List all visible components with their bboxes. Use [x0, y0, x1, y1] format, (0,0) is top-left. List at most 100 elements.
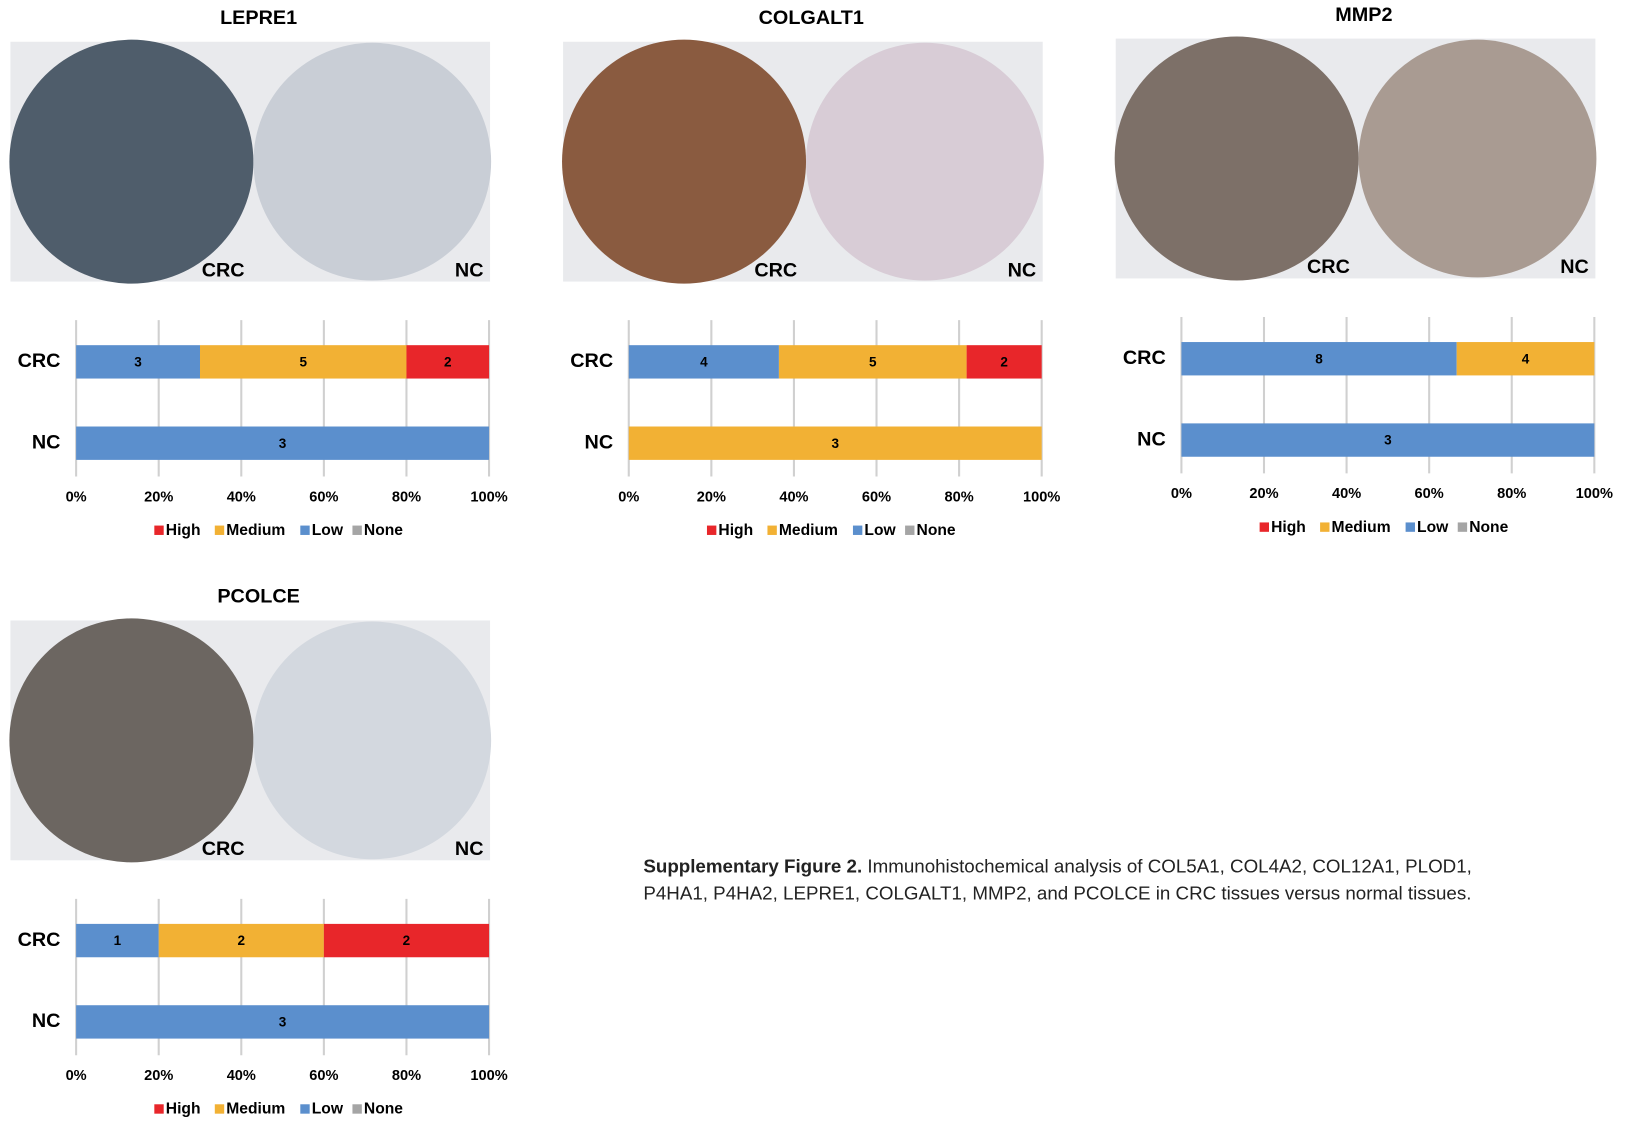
legend-swatch	[300, 526, 309, 535]
legend-label: Low	[1417, 519, 1449, 536]
x-tick-label: 40%	[1332, 486, 1361, 502]
image-label: CRC	[202, 838, 245, 860]
histology-image: CRCNC	[562, 40, 1044, 284]
tissue-core	[1359, 40, 1597, 278]
y-tick-label: CRC	[1123, 347, 1166, 369]
y-tick-label: CRC	[18, 929, 61, 951]
data-label: 3	[1384, 433, 1392, 448]
tissue-core	[806, 43, 1044, 281]
tissue-core	[253, 43, 491, 281]
caption-line: Supplementary Figure 2. Immunohistochemi…	[643, 856, 1471, 877]
legend-swatch	[707, 526, 716, 535]
legend-swatch	[1320, 522, 1329, 531]
histology-image: CRC NC	[9, 40, 491, 284]
chart-panel: PCOLCECRCNC0%20%40%60%80%100%CRC122NC3Hi…	[9, 586, 507, 1118]
image-label: CRC	[202, 259, 245, 281]
image-label: CRC	[754, 259, 797, 281]
data-label: 3	[279, 1015, 287, 1030]
data-label: 3	[831, 436, 839, 451]
data-label: 3	[279, 436, 287, 451]
image-label: NC	[455, 838, 484, 860]
x-tick-label: 80%	[392, 489, 421, 505]
image-label: NC	[1560, 256, 1589, 278]
data-label: 5	[869, 354, 877, 369]
data-label: 5	[299, 354, 307, 369]
data-label: 8	[1315, 351, 1323, 366]
y-tick-label: NC	[585, 431, 614, 453]
figure: Supplementary Figure 2. Immunohistochemi…	[0, 0, 1635, 1121]
legend-swatch	[352, 1104, 361, 1113]
data-label: 4	[1522, 351, 1530, 366]
x-tick-label: 0%	[1171, 486, 1192, 502]
caption-line: P4HA1, P4HA2, LEPRE1, COLGALT1, MMP2, an…	[643, 883, 1471, 904]
data-label: 1	[114, 933, 122, 948]
legend-label: None	[364, 522, 403, 539]
tissue-core	[562, 40, 806, 284]
data-label: 2	[238, 933, 246, 948]
legend-label: Low	[864, 522, 896, 539]
legend-swatch	[215, 1104, 224, 1113]
x-tick-label: 40%	[227, 489, 256, 505]
legend-label: High	[718, 522, 753, 539]
x-tick-label: 100%	[1576, 486, 1613, 502]
tissue-core	[253, 621, 491, 859]
legend-swatch	[300, 1104, 309, 1113]
legend-label: None	[1469, 519, 1508, 536]
data-label: 2	[403, 933, 411, 948]
legend-swatch	[1260, 522, 1269, 531]
caption-label: Supplementary Figure 2.	[643, 856, 862, 877]
x-tick-label: 20%	[697, 489, 726, 505]
x-tick-label: 0%	[66, 1068, 87, 1084]
legend-label: None	[917, 522, 956, 539]
x-tick-label: 0%	[66, 489, 87, 505]
chart-title: COLGALT1	[759, 7, 864, 29]
data-label: 2	[444, 354, 452, 369]
legend-label: Medium	[226, 522, 285, 539]
x-tick-label: 40%	[779, 489, 808, 505]
legend-swatch	[154, 1104, 163, 1113]
chart-title: LEPRE1	[220, 7, 297, 29]
legend-label: Low	[312, 1101, 344, 1118]
chart-title: MMP2	[1335, 4, 1392, 26]
x-tick-label: 20%	[1249, 486, 1278, 502]
x-tick-label: 80%	[1497, 486, 1526, 502]
data-label: 2	[1000, 354, 1008, 369]
legend-swatch	[154, 526, 163, 535]
y-tick-label: NC	[1137, 428, 1166, 450]
tissue-core	[1115, 37, 1359, 281]
legend-swatch	[352, 526, 361, 535]
data-label: 3	[134, 354, 142, 369]
legend-swatch	[1406, 522, 1415, 531]
x-tick-label: 60%	[1415, 486, 1444, 502]
x-tick-label: 20%	[144, 1068, 173, 1084]
y-tick-label: NC	[32, 431, 61, 453]
caption-text: Immunohistochemical analysis of COL5A1, …	[867, 856, 1471, 877]
tissue-core	[9, 40, 253, 284]
x-tick-label: 100%	[1023, 489, 1060, 505]
tissue-core	[9, 618, 253, 862]
x-tick-label: 100%	[470, 1068, 507, 1084]
chart-panel: LEPRE1 CRC NC 0% 20% 40% 60% 80% 100% CRC 3 5 2 NC 3 Hi…	[9, 7, 507, 539]
x-tick-label: 40%	[227, 1068, 256, 1084]
y-tick-label: NC	[32, 1010, 61, 1032]
y-tick-label: CRC	[18, 350, 61, 372]
image-label: NC	[455, 259, 484, 281]
y-tick-label: CRC	[570, 350, 613, 372]
legend-swatch	[1458, 522, 1467, 531]
x-tick-label: 80%	[945, 489, 974, 505]
x-tick-label: 100%	[470, 489, 507, 505]
legend-label: High	[166, 522, 201, 539]
histology-image: CRC NC	[1115, 37, 1597, 281]
image-label: CRC	[1307, 256, 1350, 278]
x-tick-label: 60%	[862, 489, 891, 505]
x-tick-label: 20%	[144, 489, 173, 505]
x-tick-label: 60%	[309, 489, 338, 505]
legend-label: High	[166, 1101, 201, 1118]
legend-swatch	[767, 526, 776, 535]
legend-label: None	[364, 1101, 403, 1118]
x-tick-label: 80%	[392, 1068, 421, 1084]
legend-label: Medium	[226, 1101, 285, 1118]
legend-label: Medium	[1332, 519, 1391, 536]
